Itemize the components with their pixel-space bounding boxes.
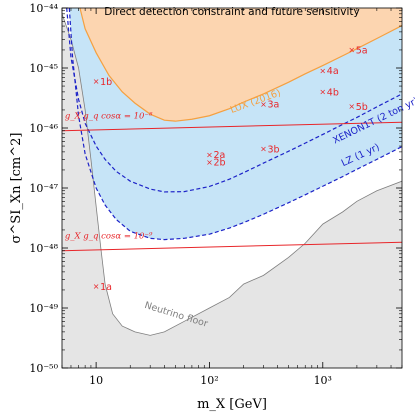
benchmark-point-1b: × 1b [93, 77, 112, 88]
point-label: 5a [356, 45, 368, 56]
chart-title: Direct detection constraint and future s… [104, 6, 360, 18]
point-label: 1b [100, 77, 112, 88]
x-axis-label: m_X [GeV] [197, 397, 267, 412]
y-axis-label: σ^SI_Xn [cm^2] [9, 133, 24, 244]
point-marker: × [206, 158, 213, 167]
point-marker: × [93, 282, 100, 291]
point-label: 4b [327, 87, 339, 98]
benchmark-point-4a: × 4a [319, 66, 338, 77]
y-tick-label: 10⁻⁵⁰ [29, 362, 58, 375]
point-label: 4a [327, 66, 339, 77]
point-marker: × [348, 102, 355, 111]
point-marker: × [319, 67, 326, 76]
annotation-4: g_X g_q cosα = 10⁻⁸ [65, 111, 153, 121]
y-tick-label: 10⁻⁴⁴ [29, 2, 58, 15]
axis-ticks [61, 7, 403, 369]
y-tick-label: 10⁻⁴⁶ [29, 122, 58, 135]
point-marker: × [93, 77, 100, 86]
y-tick-label: 10⁻⁴⁵ [29, 62, 58, 75]
neutrino-floor-region [62, 13, 402, 368]
lux-line [79, 8, 402, 122]
y-tick-label: 10⁻⁴⁷ [29, 182, 58, 195]
coupling-line-1e-9 [62, 241, 402, 252]
point-label: 1a [100, 282, 112, 293]
benchmark-point-5b: × 5b [348, 102, 367, 113]
benchmark-point-1a: × 1a [93, 282, 112, 293]
point-label: 3a [268, 100, 280, 111]
benchmark-point-2b: × 2b [206, 158, 225, 169]
benchmark-point-3b: × 3b [260, 144, 279, 155]
point-marker: × [206, 150, 213, 159]
neutrino-floor-line [62, 13, 402, 336]
benchmark-point-4b: × 4b [319, 87, 338, 98]
benchmark-point-3a: × 3a [260, 100, 279, 111]
point-marker: × [319, 88, 326, 97]
point-label: 3b [268, 144, 280, 155]
benchmark-point-5a: × 5a [348, 45, 367, 56]
x-tick-label: 10 [89, 374, 103, 387]
point-marker: × [348, 46, 355, 55]
point-label: 5b [356, 102, 368, 113]
y-tick-label: 10⁻⁴⁹ [29, 302, 58, 315]
projected-sensitivity-region [69, 8, 402, 240]
y-tick-label: 10⁻⁴⁸ [29, 242, 58, 255]
point-label: 2a [213, 150, 225, 161]
xenon1t-line [66, 8, 402, 193]
coupling-line-1e-8 [62, 121, 402, 132]
x-tick-label: 10³ [314, 374, 332, 387]
lux-excluded-region [79, 8, 402, 122]
lz-line [68, 8, 402, 241]
point-marker: × [260, 100, 267, 109]
plot-area: × 1a× 1b× 2a× 2b× 3a× 3b× 4a× 4b× 5a× 5b [62, 8, 402, 368]
point-marker: × [260, 145, 267, 154]
benchmark-point-2a: × 2a [206, 150, 225, 161]
annotation-5: g_X g_q cosα = 10⁻⁹ [65, 231, 153, 241]
point-label: 2b [213, 158, 225, 169]
x-tick-label: 10² [200, 374, 218, 387]
